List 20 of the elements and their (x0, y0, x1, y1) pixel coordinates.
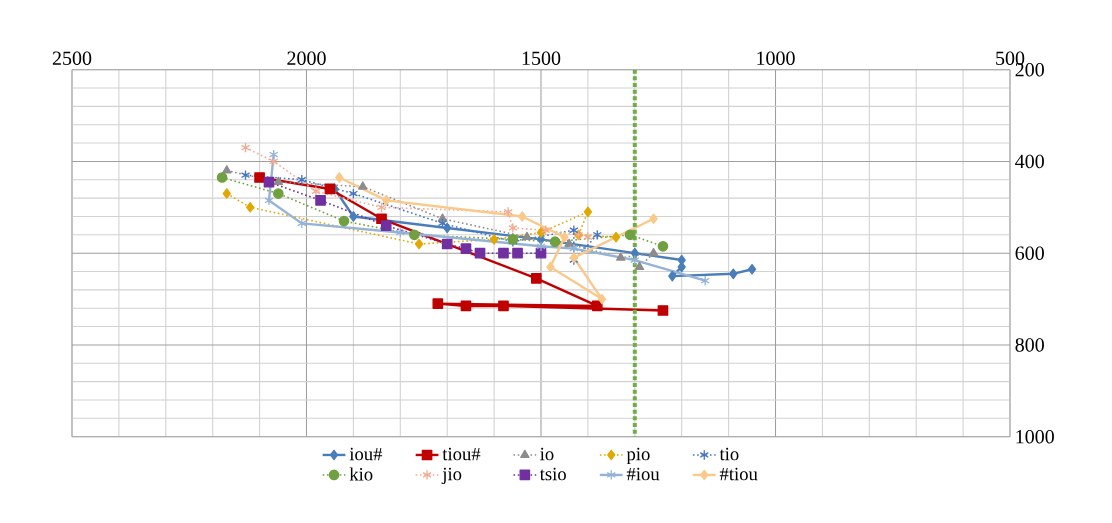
legend-label: jio (441, 467, 462, 485)
legend-label: io (540, 447, 554, 461)
x-tick-label: 500 (996, 51, 1025, 66)
legend-label: tiou# (442, 447, 481, 461)
y-tick-label: 1000 (1016, 430, 1054, 444)
legend-label: pio (626, 447, 650, 465)
legend-label: kio (349, 467, 373, 481)
legend-label: #iou (626, 467, 660, 481)
legend-label: tio (719, 447, 739, 461)
x-tick-label: 2000 (287, 51, 326, 66)
y-tick-label: 600 (1015, 246, 1044, 261)
x-tick-label: 1500 (522, 51, 561, 66)
y-tick-label: 400 (1015, 154, 1044, 169)
x-tick-label: 2500 (52, 51, 92, 66)
legend-label: #tiou (719, 467, 758, 481)
legend-label: tsio (539, 467, 566, 481)
y-tick-label: 200 (1015, 63, 1044, 77)
legend-label: iou# (349, 447, 383, 461)
y-tick-label: 800 (1015, 338, 1044, 352)
x-tick-label: 1000 (757, 51, 795, 66)
